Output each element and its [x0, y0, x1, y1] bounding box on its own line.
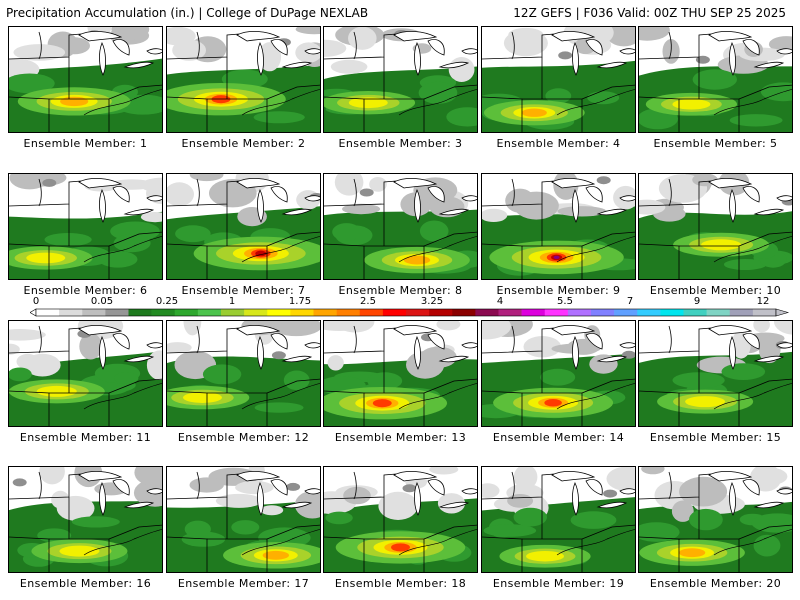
- colorbar-tick-label: 0.25: [155, 296, 179, 307]
- ensemble-map-18: [323, 466, 478, 573]
- colorbar-swatch: [567, 309, 592, 316]
- colorbar-tick-label: 0: [32, 296, 40, 307]
- colorbar-swatch: [221, 309, 245, 316]
- ensemble-member-label: Ensemble Member: 14: [492, 431, 625, 444]
- colorbar-tick-label: 1: [228, 296, 236, 307]
- ensemble-member-label: Ensemble Member: 7: [181, 284, 306, 297]
- precipitation-colorbar: [30, 308, 790, 317]
- colorbar-tick-label: 2.5: [360, 296, 376, 307]
- ensemble-map-2: [166, 26, 321, 133]
- colorbar-swatch: [706, 309, 731, 316]
- colorbar-swatch: [197, 309, 222, 316]
- colorbar-tick-label: 0.05: [90, 296, 114, 307]
- colorbar-swatch: [82, 309, 106, 316]
- colorbar-swatch: [521, 309, 546, 316]
- ensemble-map-17: [166, 466, 321, 573]
- ensemble-map-4: [481, 26, 636, 133]
- ensemble-member-label: Ensemble Member: 9: [496, 284, 621, 297]
- colorbar-tick-label: 7: [626, 296, 634, 307]
- ensemble-map-10: [638, 173, 793, 280]
- ensemble-map-12: [166, 320, 321, 427]
- ensemble-map-9: [481, 173, 636, 280]
- colorbar-swatch: [637, 309, 661, 316]
- ensemble-map-20: [638, 466, 793, 573]
- ensemble-map-16: [8, 466, 163, 573]
- ensemble-member-label: Ensemble Member: 6: [23, 284, 148, 297]
- ensemble-map-19: [481, 466, 636, 573]
- colorbar-swatch: [729, 309, 754, 316]
- ensemble-member-label: Ensemble Member: 18: [334, 577, 467, 590]
- colorbar-swatch: [174, 309, 199, 316]
- ensemble-member-label: Ensemble Member: 13: [334, 431, 467, 444]
- colorbar-swatch: [591, 309, 615, 316]
- colorbar-swatch: [683, 309, 707, 316]
- colorbar-swatch: [267, 309, 291, 316]
- colorbar-tick-label: 1.75: [288, 296, 312, 307]
- colorbar-tick-label: 12: [756, 296, 770, 307]
- ensemble-member-label: Ensemble Member: 15: [649, 431, 782, 444]
- ensemble-member-label: Ensemble Member: 2: [181, 137, 306, 150]
- colorbar-swatch: [290, 309, 314, 316]
- colorbar-tick-label: 4: [496, 296, 504, 307]
- colorbar-swatch: [313, 309, 337, 316]
- ensemble-map-3: [323, 26, 478, 133]
- colorbar-swatch: [660, 309, 684, 316]
- colorbar-swatch: [429, 309, 453, 316]
- colorbar-swatch: [59, 309, 83, 316]
- colorbar-swatch: [752, 309, 777, 316]
- ensemble-member-label: Ensemble Member: 1: [23, 137, 148, 150]
- colorbar-swatch: [382, 309, 407, 316]
- colorbar-tick-label: 3.25: [420, 296, 444, 307]
- colorbar-swatch: [475, 309, 499, 316]
- colorbar-swatch: [105, 309, 129, 316]
- ensemble-member-label: Ensemble Member: 20: [649, 577, 782, 590]
- colorbar-swatch: [452, 309, 476, 316]
- colorbar-arrow-right: [775, 308, 790, 317]
- ensemble-map-13: [323, 320, 478, 427]
- colorbar-arrow-left: [30, 308, 37, 317]
- colorbar-swatch: [614, 309, 638, 316]
- ensemble-map-14: [481, 320, 636, 427]
- ensemble-member-label: Ensemble Member: 8: [338, 284, 463, 297]
- colorbar-swatch: [36, 309, 60, 316]
- colorbar-swatch: [406, 309, 430, 316]
- colorbar-swatch: [244, 309, 268, 316]
- ensemble-member-label: Ensemble Member: 10: [649, 284, 782, 297]
- ensemble-member-label: Ensemble Member: 19: [492, 577, 625, 590]
- ensemble-member-label: Ensemble Member: 16: [19, 577, 152, 590]
- run-info: 12Z GEFS | F036 Valid: 00Z THU SEP 25 20…: [513, 6, 786, 20]
- colorbar-labels: 0 0.05 0.25 1 1.75 2.5 3.25 4 5.5 7 9 12: [0, 296, 800, 308]
- ensemble-member-label: Ensemble Member: 12: [177, 431, 310, 444]
- colorbar-tick-label: 5.5: [557, 296, 573, 307]
- colorbar-swatch: [359, 309, 384, 316]
- colorbar-swatch: [151, 309, 176, 316]
- colorbar-swatch: [128, 309, 152, 316]
- ensemble-map-5: [638, 26, 793, 133]
- colorbar-swatch: [544, 309, 569, 316]
- ensemble-map-15: [638, 320, 793, 427]
- ensemble-map-6: [8, 173, 163, 280]
- ensemble-member-label: Ensemble Member: 5: [653, 137, 778, 150]
- ensemble-map-7: [166, 173, 321, 280]
- ensemble-member-label: Ensemble Member: 3: [338, 137, 463, 150]
- ensemble-member-label: Ensemble Member: 4: [496, 137, 621, 150]
- colorbar-swatch: [498, 309, 522, 316]
- ensemble-map-11: [8, 320, 163, 427]
- colorbar-swatch: [336, 309, 361, 316]
- ensemble-member-label: Ensemble Member: 17: [177, 577, 310, 590]
- ensemble-map-1: [8, 26, 163, 133]
- chart-title: Precipitation Accumulation (in.) | Colle…: [6, 6, 369, 20]
- ensemble-map-8: [323, 173, 478, 280]
- colorbar-tick-label: 9: [693, 296, 701, 307]
- ensemble-member-label: Ensemble Member: 11: [19, 431, 152, 444]
